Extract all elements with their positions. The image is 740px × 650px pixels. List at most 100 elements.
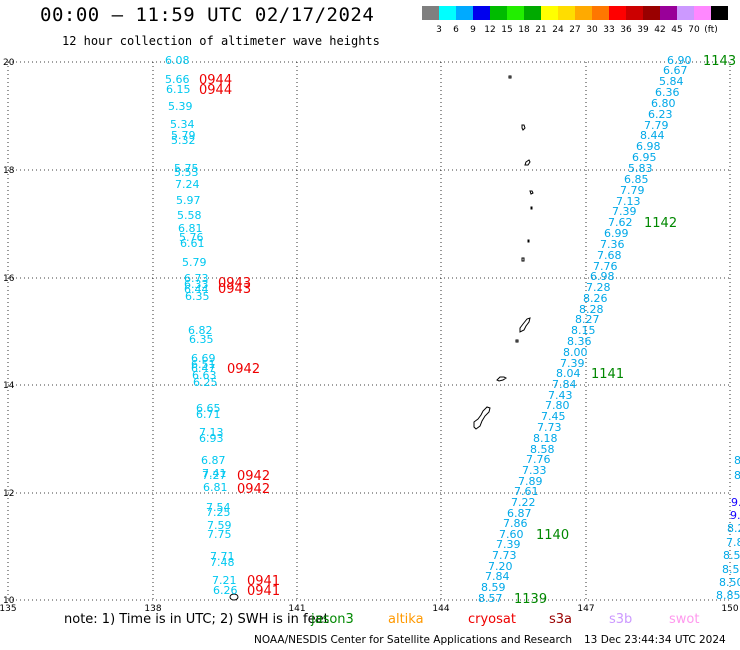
swh-value-middle-track: 8.00 (563, 346, 588, 359)
satellite-legend-swot: swot (669, 612, 700, 627)
island-outline (524, 159, 531, 166)
swh-value-left-track: 7.54 (206, 501, 231, 514)
swh-value-left-track: 6.25 (193, 376, 218, 389)
swh-value-middle-track: 7.28 (586, 281, 611, 294)
colorbar-label: 45 (671, 25, 682, 35)
swh-value-left-track: 6.15 (166, 83, 191, 96)
latitude-tick-label: 16 (3, 274, 15, 284)
swh-value-left-track: 6.81 (178, 222, 203, 235)
swh-value-right-track: 8.5 (722, 563, 740, 576)
latitude-tick-label: 12 (3, 489, 14, 499)
satellite-legend-jason3: jason3 (311, 612, 354, 627)
swh-value-left-track: 6.93 (199, 432, 224, 445)
swh-value-middle-track: 8.44 (640, 129, 665, 142)
satellite-legend-altika: altika (388, 612, 424, 627)
swh-value-left-track: 6.71 (196, 408, 221, 421)
pass-time-labels: 0944094409430943094209420942094109411143… (199, 54, 736, 607)
colorbar-label: 6 (453, 25, 459, 35)
colorbar-label: 70 (688, 25, 700, 35)
pass-time-label: 0942 (227, 362, 260, 377)
island-outline (473, 406, 491, 430)
longitude-tick-label: 138 (144, 604, 161, 614)
pass-time-label: 0942 (237, 482, 270, 497)
swh-value-middle-track: 7.76 (526, 453, 551, 466)
swh-value-middle-track: 8.59 (481, 581, 506, 594)
swh-value-left-track: 6.63 (192, 369, 217, 382)
swh-value-left-track: 6.87 (201, 454, 226, 467)
swh-value-left-track: 6.44 (184, 283, 209, 296)
colorbar-swatch (660, 6, 677, 20)
swh-value-left-track: 6.73 (184, 272, 209, 285)
swh-value-middle-track: 7.73 (537, 421, 562, 434)
swh-value-middle-track: 7.86 (503, 517, 528, 530)
swh-value-middle-track: 7.89 (518, 475, 543, 488)
longitude-tick-label: 135 (0, 604, 17, 614)
longitude-tick-label: 147 (577, 604, 594, 614)
colorbar-swatch (439, 6, 456, 20)
island-outline (496, 376, 507, 382)
longitude-tick-label: 144 (432, 604, 449, 614)
colorbar-label: 3 (436, 25, 442, 35)
map-axis-labels: 135 138 141 144 147 150 10 12 14 16 18 20 (0, 58, 739, 614)
colorbar-swatch (575, 6, 592, 20)
colorbar-label: 15 (501, 25, 512, 35)
swh-value-left-track: 5.58 (177, 209, 202, 222)
page-subtitle: 12 hour collection of altimeter wave hei… (62, 34, 380, 48)
colorbar-swatch (558, 6, 575, 20)
swh-value-middle-track: 7.22 (511, 496, 536, 509)
colorbar-swatch (626, 6, 643, 20)
swh-value-left-track: 6.08 (165, 54, 190, 67)
swh-value-left-track: 5.32 (171, 134, 196, 147)
island-outline (521, 124, 526, 131)
colorbar-swatch (456, 6, 473, 20)
wave-height-observations: 6.085.666.155.395.345.795.325.755.537.24… (165, 54, 740, 605)
swh-value-middle-track: 7.84 (552, 378, 577, 391)
pass-time-label: 1143 (703, 54, 736, 69)
swh-value-middle-track: 6.80 (651, 97, 676, 110)
pass-time-label: 0943 (218, 282, 251, 297)
colorbar-swatch (490, 6, 507, 20)
swh-value-middle-track: 7.79 (644, 119, 669, 132)
swh-value-middle-track: 8.04 (556, 367, 581, 380)
colorbar-label: 12 (484, 25, 495, 35)
swh-value-left-track: 6.26 (213, 584, 238, 597)
swh-value-middle-track: 7.76 (593, 260, 618, 273)
swh-value-left-track: 6.61 (180, 237, 205, 250)
swh-value-middle-track: 7.61 (514, 485, 539, 498)
swh-value-middle-track: 7.60 (499, 528, 524, 541)
island-outline (229, 593, 239, 601)
swh-value-left-track: 7.21 (212, 574, 237, 587)
swh-value-left-track: 7.13 (199, 426, 224, 439)
island-outline (508, 75, 512, 79)
swh-value-left-track: 5.79 (171, 129, 196, 142)
colorbar-swatch (609, 6, 626, 20)
swh-value-middle-track: 5.84 (659, 75, 684, 88)
swh-value-middle-track: 7.62 (608, 216, 633, 229)
swh-value-left-track: 6.82 (188, 324, 213, 337)
swh-value-middle-track: 8.26 (583, 292, 608, 305)
colorbar-swatch (507, 6, 524, 20)
swh-value-left-track: 5.66 (165, 73, 190, 86)
swh-value-left-track: 5.34 (170, 118, 195, 131)
swh-value-left-track: 7.71 (210, 550, 235, 563)
swh-value-middle-track: 5.83 (628, 162, 653, 175)
swh-value-left-track: 5.76 (179, 231, 204, 244)
swh-value-right-track: 8.2 (727, 522, 740, 535)
swh-value-left-track: 7.27 (202, 469, 227, 482)
page-title: 00:00 – 11:59 UTC 02/17/2024 (40, 4, 375, 26)
island-outline (519, 317, 531, 333)
swh-value-left-track: 6.81 (203, 481, 228, 494)
swh-value-left-track: 7.59 (207, 519, 232, 532)
satellite-legend-s3b: s3b (609, 612, 633, 627)
satellite-legend-cryosat: cryosat (468, 612, 516, 627)
colorbar-swatch (473, 6, 490, 20)
colorbar-label: 33 (603, 25, 614, 35)
latitude-tick-label: 18 (3, 166, 15, 176)
swh-value-left-track: 6.35 (189, 333, 214, 346)
island-outline (527, 239, 530, 243)
swh-value-middle-track: 6.95 (632, 151, 657, 164)
colorbar-label: 21 (535, 25, 546, 35)
colorbar-label: 24 (552, 25, 564, 35)
pass-time-label: 1141 (591, 367, 624, 382)
